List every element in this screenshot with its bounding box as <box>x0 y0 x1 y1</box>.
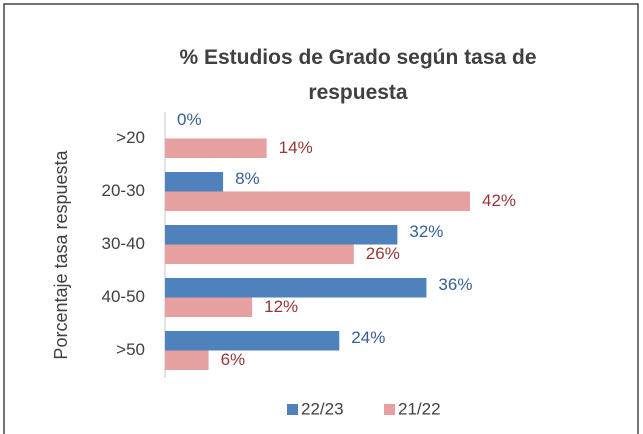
bar <box>165 138 267 158</box>
value-label: 24% <box>351 328 385 347</box>
legend-swatch <box>287 404 298 415</box>
value-label: 42% <box>482 191 516 210</box>
y-tick-label: 40-50 <box>102 287 145 306</box>
chart-title: % Estudios de Grado según tasa de respue… <box>179 46 537 104</box>
bar <box>165 331 340 351</box>
y-tick-label: >50 <box>116 340 145 359</box>
bar <box>165 278 427 298</box>
bar <box>165 172 224 192</box>
bar <box>165 225 398 245</box>
chart-border <box>3 3 639 434</box>
value-label: 14% <box>279 138 313 157</box>
legend-label: 21/22 <box>398 399 441 418</box>
bar <box>165 350 209 370</box>
y-tick-label: >20 <box>116 128 145 147</box>
value-label: 12% <box>264 297 298 316</box>
y-tick-label: 30-40 <box>102 234 145 253</box>
bar <box>165 297 253 317</box>
value-label: 8% <box>235 169 260 188</box>
bar <box>165 244 354 264</box>
bar <box>165 191 470 211</box>
y-axis-label: Porcentaje tasa respuesta <box>51 149 71 359</box>
value-label: 36% <box>438 275 472 294</box>
value-label: 26% <box>366 244 400 263</box>
value-label: 32% <box>409 222 443 241</box>
legend-swatch <box>384 404 395 415</box>
legend-label: 22/23 <box>301 399 344 418</box>
y-tick-label: 20-30 <box>102 181 145 200</box>
value-label: 0% <box>177 110 202 129</box>
value-label: 6% <box>221 350 246 369</box>
